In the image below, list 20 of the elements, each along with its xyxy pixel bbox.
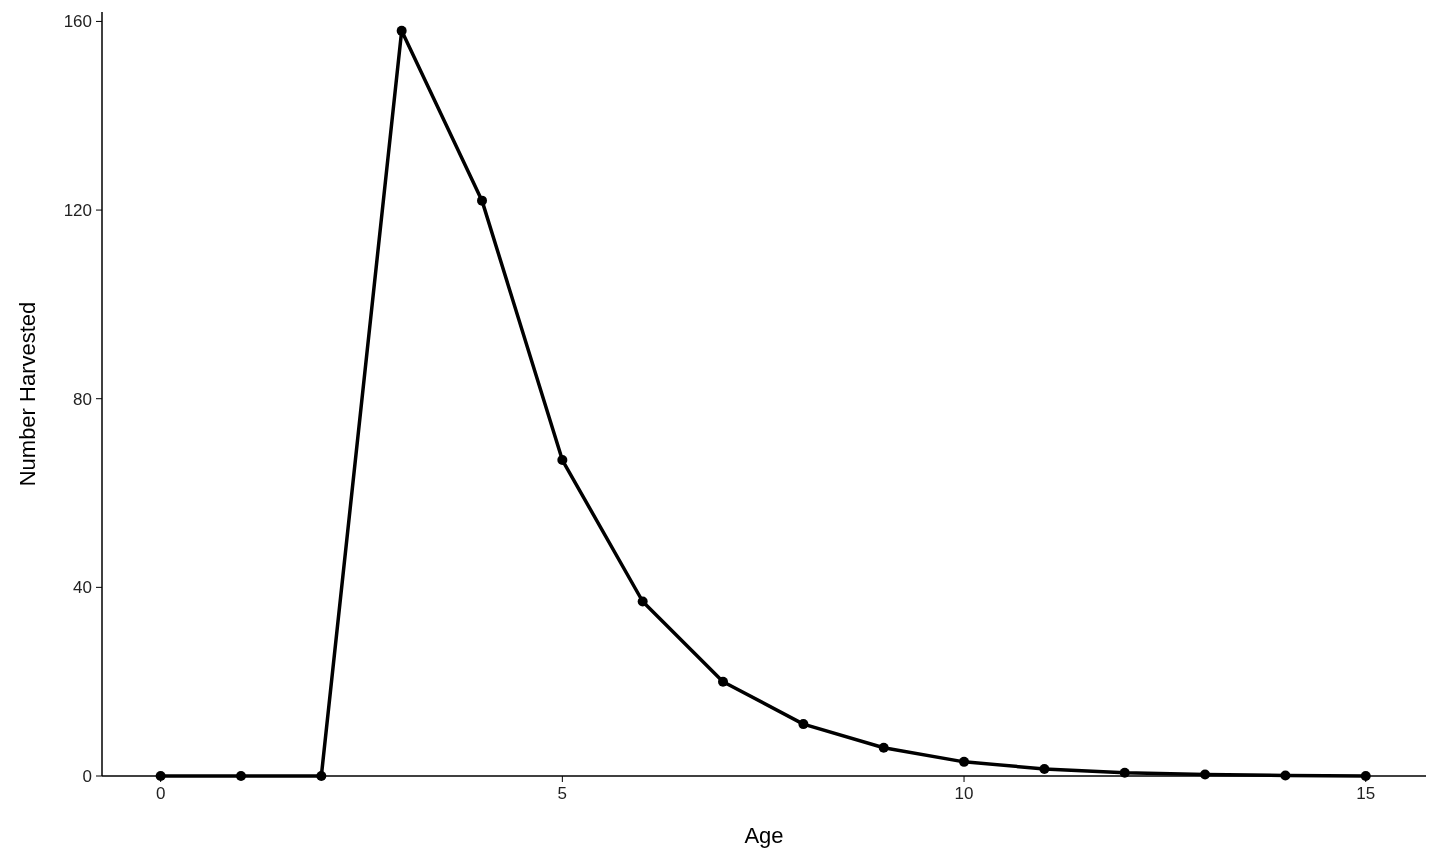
y-tick-label: 120 (63, 201, 92, 221)
point (959, 756, 970, 767)
y-axis-title: Number Harvested (15, 301, 40, 487)
x-tick-label: 15 (1356, 784, 1376, 803)
point (637, 596, 648, 607)
point (798, 719, 809, 730)
x-tick-label: 5 (557, 784, 568, 803)
point (1039, 763, 1050, 774)
y-tick-label: 160 (63, 12, 92, 32)
x-tick-label: 0 (155, 784, 166, 803)
point (396, 25, 407, 36)
point (718, 676, 729, 687)
point (557, 455, 568, 466)
point (878, 742, 889, 753)
point (477, 195, 488, 206)
x-tick-label: 10 (954, 784, 974, 803)
x-axis-title: Age (744, 823, 784, 848)
y-tick-label: 0 (82, 766, 92, 786)
y-tick-label: 80 (73, 389, 92, 409)
y-tick-label: 40 (73, 578, 92, 598)
